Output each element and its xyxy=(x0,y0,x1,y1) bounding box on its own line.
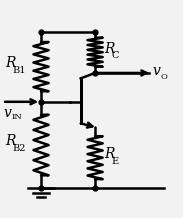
Text: R: R xyxy=(104,42,115,56)
Text: R: R xyxy=(5,135,16,148)
Text: R: R xyxy=(5,56,16,70)
Text: v: v xyxy=(3,106,11,120)
Text: B1: B1 xyxy=(12,66,26,75)
Text: C: C xyxy=(111,51,119,60)
Text: E: E xyxy=(111,157,118,166)
Text: IN: IN xyxy=(11,113,22,121)
Text: v: v xyxy=(153,64,161,78)
Text: B2: B2 xyxy=(12,144,26,153)
Text: R: R xyxy=(104,147,115,161)
Text: O: O xyxy=(161,73,168,81)
